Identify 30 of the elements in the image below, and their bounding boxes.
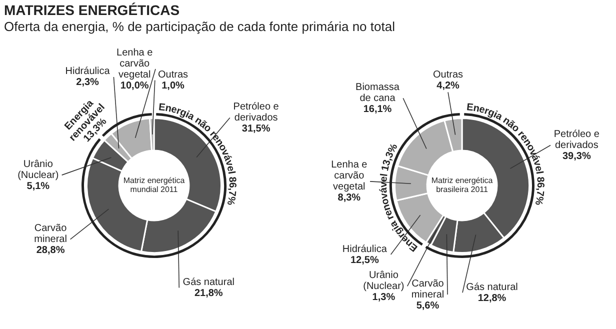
data-label: 21,8%: [194, 288, 223, 299]
data-label: 12,8%: [478, 292, 506, 304]
slice-label: Lenha e carvão vegetal: [116, 47, 154, 80]
data-label: 2,3%: [76, 77, 100, 88]
data-label: 12,5%: [350, 254, 379, 266]
slice-label: Outras: [433, 69, 464, 80]
slice-label: Urânio (Nuclear): [18, 158, 59, 181]
slice-label: Hidráulica: [65, 66, 110, 78]
slice-label: Urânio (Nuclear): [363, 270, 404, 292]
slice-label: Carvão mineral: [34, 223, 68, 246]
chart-subtitle: Oferta da energia, % de participação de cada fonte primária no total: [4, 19, 395, 34]
data-label: 28,8%: [36, 245, 65, 256]
slice-label: Carvão mineral: [411, 278, 444, 300]
data-label: 31,5%: [242, 123, 270, 134]
slice-label: Gás natural: [182, 276, 234, 288]
slice-label: Biomassa de cana: [356, 82, 400, 104]
data-label: 5,1%: [26, 180, 50, 192]
data-label: 1,3%: [372, 292, 396, 303]
data-label: 4,2%: [436, 80, 460, 92]
slice-label: Outras: [158, 70, 188, 81]
slice-label: Lenha e carvão vegetal: [331, 160, 368, 193]
slice-label: Gás natural: [466, 282, 518, 293]
data-label: 5,6%: [416, 300, 440, 312]
data-label: 10,0%: [120, 80, 149, 92]
data-label: 8,3%: [338, 192, 361, 204]
chart-title: MATRIZES ENERGÉTICAS: [4, 2, 181, 18]
data-label: 16,1%: [363, 104, 392, 115]
data-label: 1,0%: [162, 80, 185, 92]
slice-label: Petróleo e derivados: [554, 129, 600, 152]
data-label: 39,3%: [562, 151, 591, 162]
